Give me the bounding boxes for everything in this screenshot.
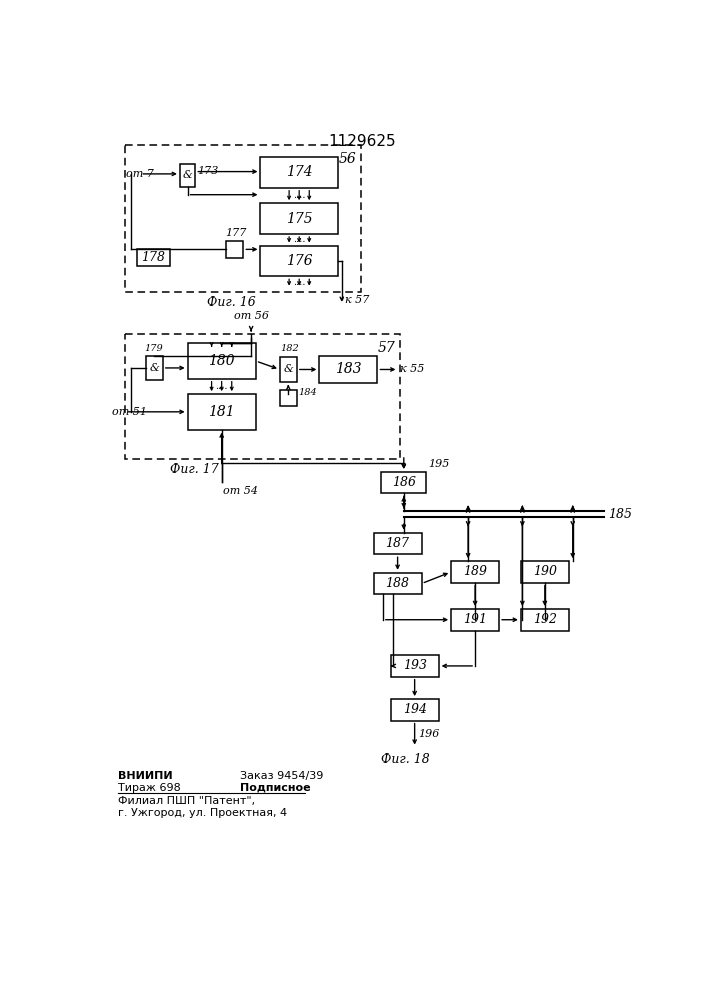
Bar xyxy=(260,203,338,234)
Text: ВНИИПИ: ВНИИПИ xyxy=(118,771,173,781)
Text: 193: 193 xyxy=(403,659,426,672)
Text: 1129625: 1129625 xyxy=(328,134,396,149)
Text: 173: 173 xyxy=(198,166,219,176)
Text: от 7: от 7 xyxy=(127,169,154,179)
Bar xyxy=(280,389,297,406)
Text: 174: 174 xyxy=(286,165,312,179)
Text: Подписное: Подписное xyxy=(240,783,310,793)
Bar xyxy=(137,249,170,266)
Bar xyxy=(125,334,400,459)
Text: 185: 185 xyxy=(607,508,631,521)
Bar xyxy=(125,145,361,292)
Text: к 57: к 57 xyxy=(345,295,369,305)
Text: 177: 177 xyxy=(225,228,246,238)
Text: 194: 194 xyxy=(403,703,426,716)
Bar xyxy=(373,573,421,594)
Text: 191: 191 xyxy=(463,613,487,626)
Bar xyxy=(260,157,338,188)
Bar xyxy=(381,472,426,493)
Text: 196: 196 xyxy=(418,729,439,739)
Text: 192: 192 xyxy=(533,613,557,626)
Bar xyxy=(280,357,297,382)
Bar xyxy=(226,241,243,258)
Bar xyxy=(320,356,378,383)
Text: 179: 179 xyxy=(144,344,163,353)
Text: от 51: от 51 xyxy=(112,407,146,417)
Bar xyxy=(521,561,569,583)
Text: 183: 183 xyxy=(335,362,362,376)
Text: &: & xyxy=(284,364,293,374)
Text: 175: 175 xyxy=(286,212,312,226)
Bar xyxy=(521,609,569,631)
Bar xyxy=(391,699,438,721)
Text: 187: 187 xyxy=(385,537,409,550)
Text: к 55: к 55 xyxy=(400,364,424,374)
Text: 57: 57 xyxy=(378,341,395,355)
Bar xyxy=(260,246,338,276)
Text: &: & xyxy=(182,170,192,180)
Bar xyxy=(146,356,163,380)
Text: 176: 176 xyxy=(286,254,312,268)
Text: от 56: от 56 xyxy=(233,311,269,321)
Text: Филиал ПШП "Патент",: Филиал ПШП "Патент", xyxy=(118,796,255,806)
Text: 188: 188 xyxy=(385,577,409,590)
Text: ....: .... xyxy=(293,191,305,200)
Text: ....: .... xyxy=(293,235,305,244)
Bar xyxy=(391,655,438,677)
Bar xyxy=(187,394,256,430)
Text: Фиг. 16: Фиг. 16 xyxy=(206,296,255,309)
Text: Тираж 698: Тираж 698 xyxy=(118,783,180,793)
Text: 56: 56 xyxy=(339,152,356,166)
Text: Фиг. 18: Фиг. 18 xyxy=(381,753,430,766)
Text: &: & xyxy=(149,363,159,373)
Text: 178: 178 xyxy=(141,251,165,264)
Text: 182: 182 xyxy=(281,344,299,353)
Bar xyxy=(187,343,256,379)
Text: 189: 189 xyxy=(463,565,487,578)
Text: г. Ужгород, ул. Проектная, 4: г. Ужгород, ул. Проектная, 4 xyxy=(118,808,287,818)
Text: ....: .... xyxy=(293,278,305,287)
Bar xyxy=(451,561,499,583)
Text: 186: 186 xyxy=(392,476,416,489)
Text: 180: 180 xyxy=(209,354,235,368)
Text: Фиг. 17: Фиг. 17 xyxy=(170,463,219,476)
Text: 190: 190 xyxy=(533,565,557,578)
Bar xyxy=(451,609,499,631)
Text: 195: 195 xyxy=(428,459,450,469)
Text: от 54: от 54 xyxy=(223,486,258,496)
Text: 184: 184 xyxy=(298,388,317,397)
Text: ....: .... xyxy=(216,382,228,391)
Bar xyxy=(180,164,195,187)
Bar xyxy=(373,533,421,554)
Text: Заказ 9454/39: Заказ 9454/39 xyxy=(240,771,323,781)
Text: 181: 181 xyxy=(209,405,235,419)
